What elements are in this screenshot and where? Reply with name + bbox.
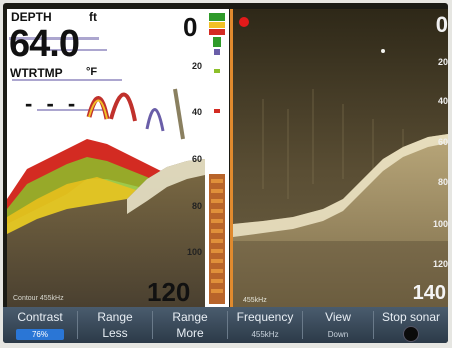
depth-tick-left: 60 (192, 154, 203, 164)
softkey-bar: Contrast 76% Range Less Range More Frequ… (3, 307, 448, 343)
softkey-separator (152, 311, 153, 339)
range-top-right: 0 (435, 12, 448, 37)
contrast-value: 76% (16, 329, 64, 340)
range-bottom-left: 120 (147, 277, 191, 307)
sonar-history-right (233, 9, 448, 307)
pane-divider[interactable] (230, 9, 233, 307)
softkey-separator (227, 311, 228, 339)
depth-tick-left: 40 (192, 107, 203, 117)
sonar-pane-right[interactable]: 0 20 40 60 80 100 120 140 455kHz (233, 9, 448, 307)
softkey-label: View (325, 310, 351, 324)
water-temp-value: - - - (25, 91, 80, 116)
softkey-label: Stop sonar (381, 310, 441, 324)
softkey-separator (373, 311, 374, 339)
frequency-softkey[interactable]: Frequency 455kHz (228, 307, 302, 343)
frequency-label-left: Contour 455kHz (13, 295, 64, 302)
range-top-left: 0 (183, 12, 198, 42)
view-value: Down (327, 330, 349, 339)
frequency-value: 455kHz (251, 330, 279, 339)
view-softkey[interactable]: View Down (303, 307, 373, 343)
depth-tick-left: 20 (192, 61, 203, 71)
range-less-softkey[interactable]: Range Less (78, 307, 152, 343)
record-indicator-icon (239, 17, 249, 27)
frequency-label-right: 455kHz (243, 297, 267, 304)
depth-tick-left: 80 (192, 201, 203, 211)
water-temp-label: WTRTMP (10, 66, 63, 80)
range-bottom-right: 140 (412, 282, 446, 304)
range-more-value: More (176, 326, 204, 340)
range-more-softkey[interactable]: Range More (153, 307, 227, 343)
depth-tick-right: 80 (437, 177, 448, 187)
depth-tick-right: 60 (437, 137, 448, 147)
sonar-pane-left[interactable]: DEPTH ft 64.0 WTRTMP °F - - - 0 20 40 60… (7, 9, 205, 307)
depth-value: 64.0 (9, 23, 80, 65)
softkey-label: Range (172, 310, 208, 324)
softkey-label: Range (97, 310, 133, 324)
depth-unit: ft (89, 10, 97, 24)
depth-tick-right: 120 (432, 259, 448, 269)
softkey-label: Frequency (236, 310, 294, 324)
softkey-separator (302, 311, 303, 339)
depth-tick-right: 40 (437, 96, 448, 106)
depth-tick-left: 100 (187, 247, 203, 257)
softkey-label: Contrast (17, 310, 63, 324)
softkey-separator (77, 311, 78, 339)
depth-tick-right: 20 (437, 57, 448, 67)
depth-tick-right: 100 (432, 219, 448, 229)
stop-sonar-softkey[interactable]: Stop sonar (374, 307, 448, 343)
sonar-history-left (7, 37, 205, 307)
sonar-screen: DEPTH ft 64.0 WTRTMP °F - - - 0 20 40 60… (3, 3, 448, 343)
water-temp-unit: °F (86, 66, 98, 78)
color-scale-graphic (209, 13, 225, 304)
stop-sonar-indicator-icon (403, 326, 419, 342)
depth-label: DEPTH (11, 10, 52, 24)
range-less-value: Less (102, 326, 128, 340)
contrast-softkey[interactable]: Contrast 76% (3, 307, 77, 343)
color-scale-bar (205, 9, 229, 307)
